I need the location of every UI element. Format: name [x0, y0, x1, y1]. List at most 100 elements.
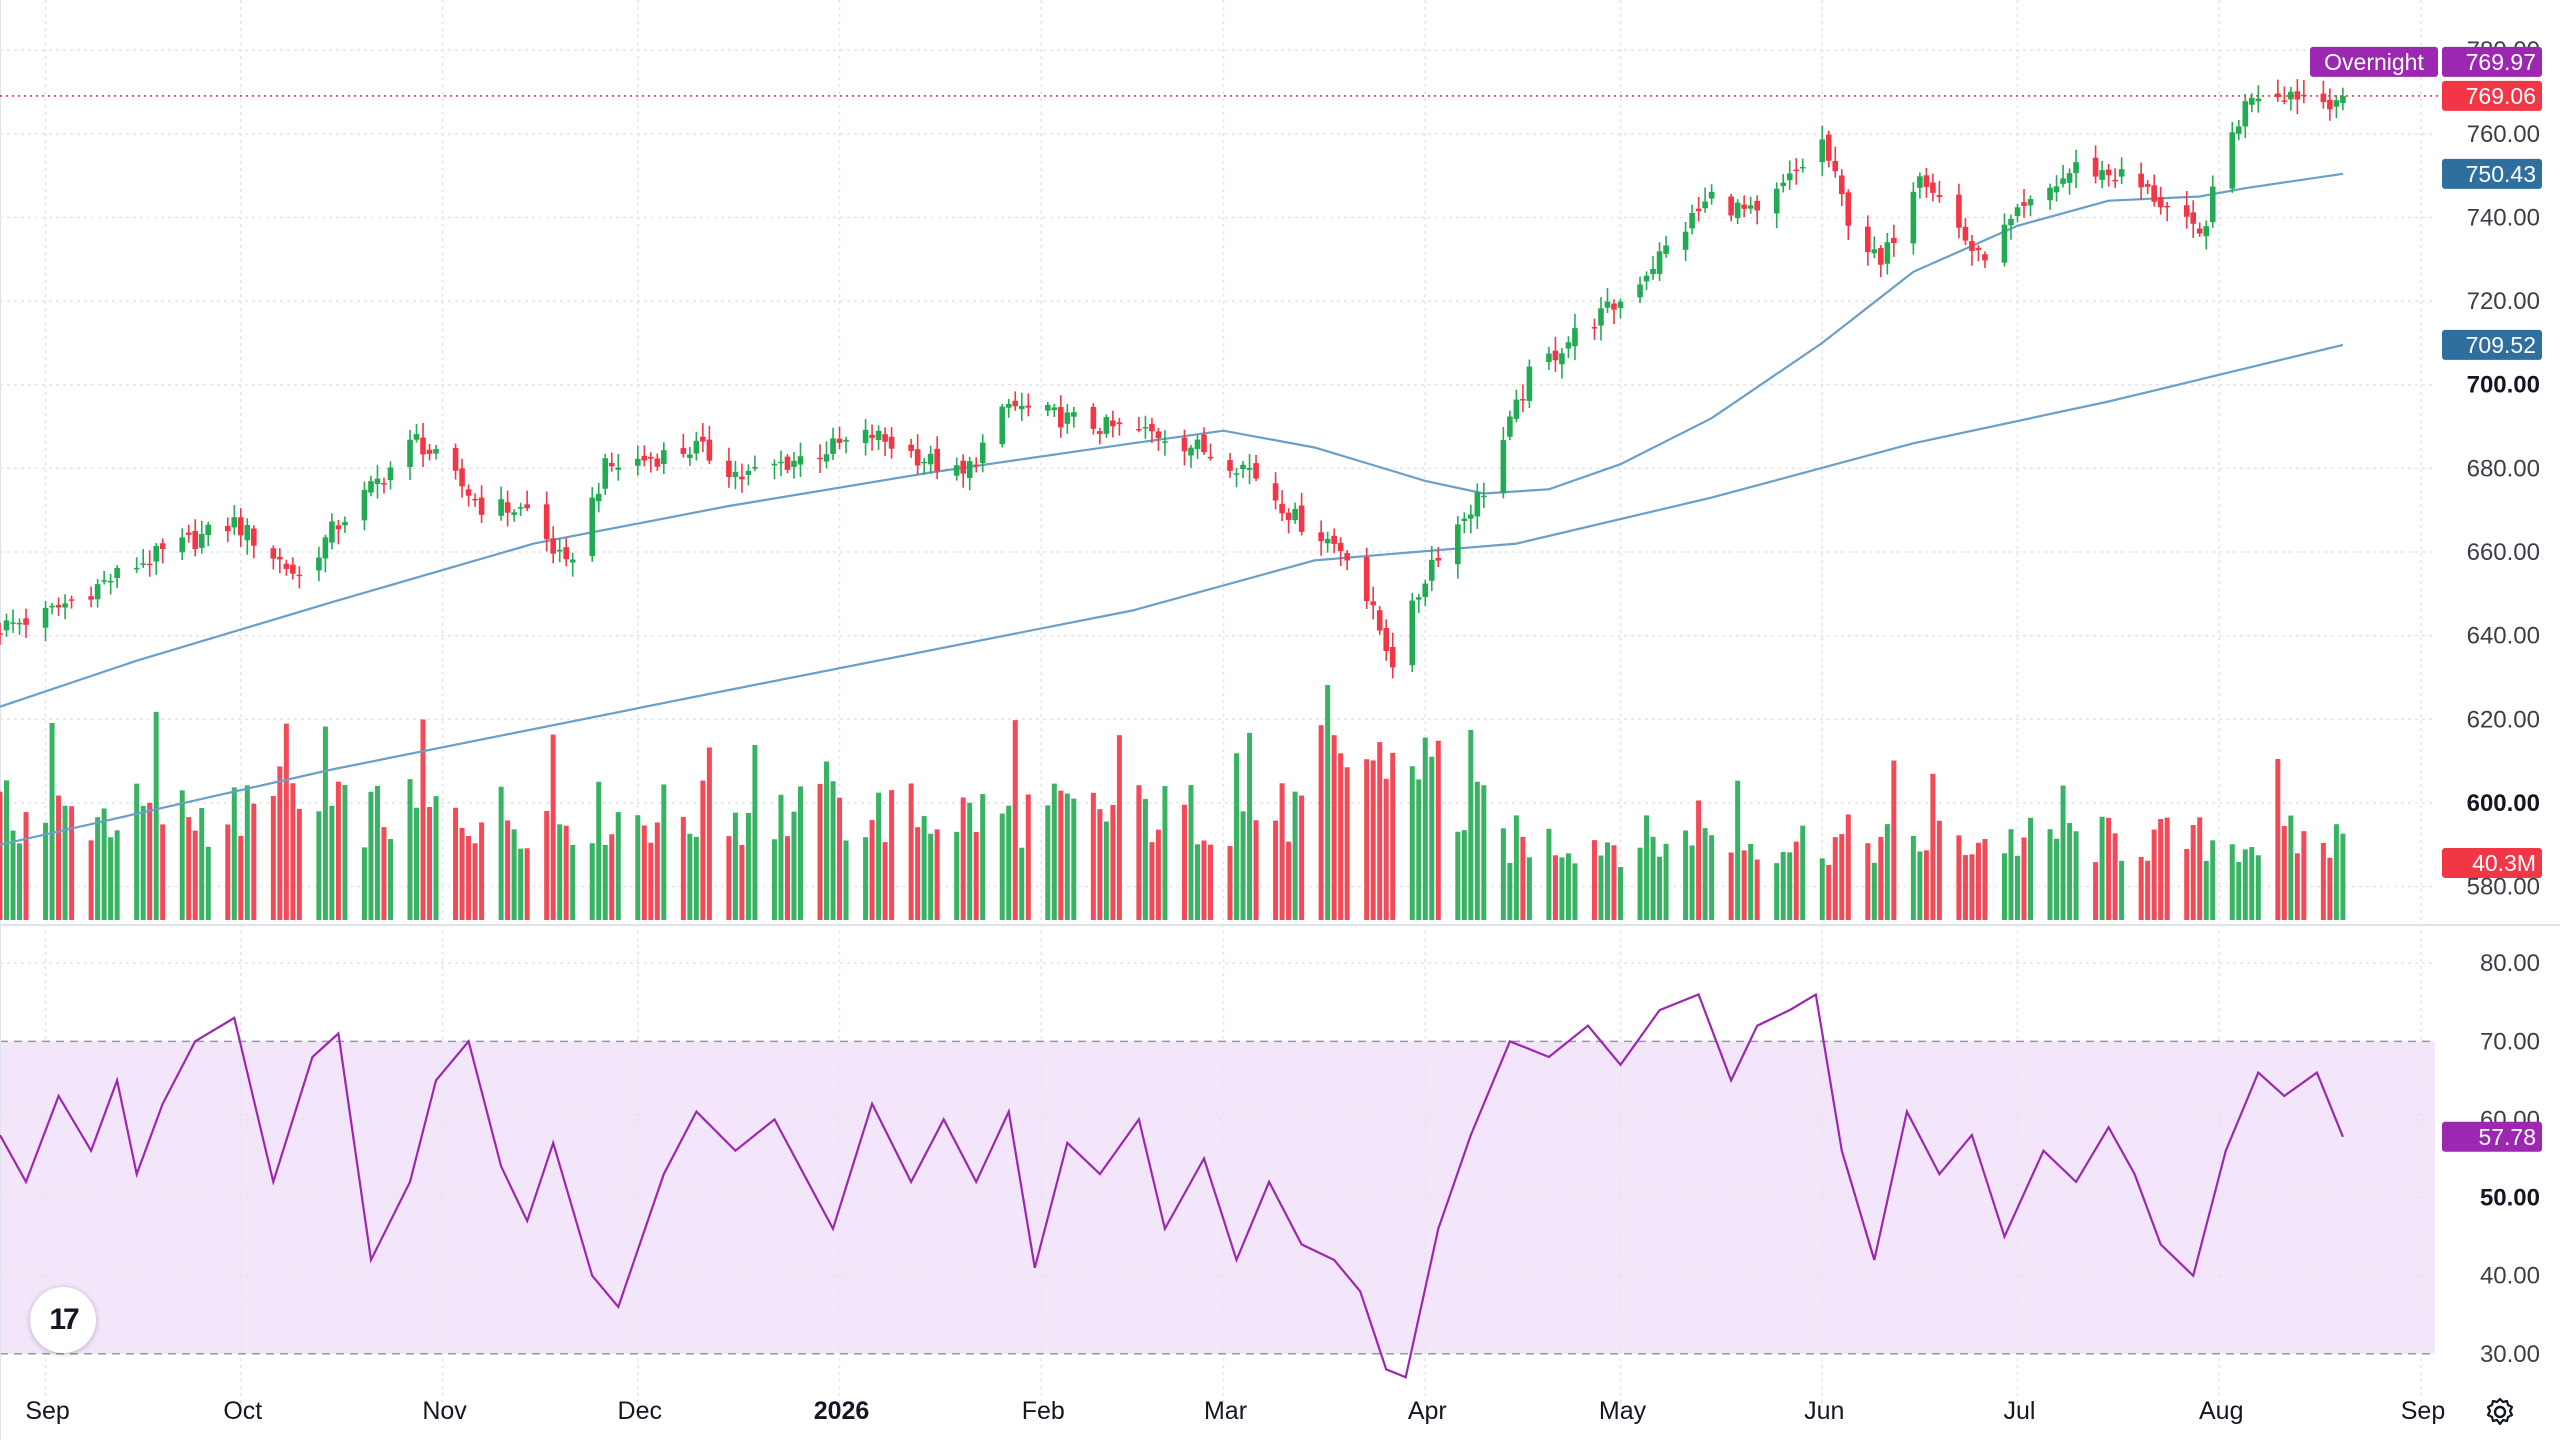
- candle-body: [1871, 249, 1878, 254]
- candle-body: [1975, 247, 1982, 251]
- candle-body: [1878, 247, 1884, 265]
- rsi-tick-label: 70.00: [2480, 1028, 2540, 1055]
- volume-bar: [1409, 766, 1415, 920]
- tradingview-logo-text: 17: [49, 1303, 79, 1336]
- candle-body: [882, 434, 888, 442]
- volume-bar: [2067, 823, 2073, 920]
- volume-bar: [374, 785, 380, 920]
- volume-bar: [609, 834, 615, 920]
- candle-body: [413, 434, 420, 440]
- candle-body: [1162, 441, 1168, 443]
- volume-bar: [960, 797, 966, 920]
- candle-body: [966, 461, 973, 479]
- volume-bar: [1461, 830, 1467, 920]
- candle-body: [1565, 342, 1572, 349]
- candle-body: [62, 603, 68, 608]
- volume-bar: [1188, 785, 1194, 920]
- volume-bar: [518, 848, 524, 920]
- volume-bar: [290, 783, 296, 920]
- tradingview-logo[interactable]: 17: [30, 1287, 96, 1353]
- price-label-box: [2442, 848, 2542, 878]
- volume-bar: [2294, 853, 2300, 920]
- rsi-tick-label: 50.00: [2480, 1185, 2540, 1212]
- candle-body: [2157, 197, 2164, 208]
- volume-bar: [1702, 828, 1708, 920]
- candle-body: [1520, 399, 1526, 401]
- candle-body: [361, 489, 368, 521]
- candle-body: [420, 437, 426, 455]
- candle-body: [563, 547, 570, 560]
- volume-bar: [1663, 843, 1669, 920]
- candle-body: [1546, 353, 1552, 363]
- candle-body: [1982, 254, 1988, 261]
- candle-body: [472, 498, 478, 501]
- volume-bar: [2158, 819, 2164, 920]
- volume-bar: [2028, 817, 2034, 920]
- candle-body: [322, 537, 329, 559]
- volume-bar: [1468, 729, 1474, 920]
- volume-bar: [876, 792, 882, 920]
- candle-body: [498, 499, 504, 516]
- candle-body: [1044, 404, 1051, 411]
- price-tick-label: 680.00: [2467, 455, 2540, 482]
- rsi-latest-label: 57.78: [2442, 1121, 2542, 1152]
- candle-body: [1728, 196, 1734, 216]
- candle-body: [2060, 178, 2066, 184]
- candle-body: [2144, 184, 2151, 187]
- candle-body: [185, 532, 192, 535]
- volume-bar: [1090, 792, 1096, 920]
- candlestick-series: [0, 79, 2346, 679]
- volume-bar: [62, 805, 68, 920]
- volume-bar: [915, 827, 921, 920]
- candle-body: [1142, 427, 1149, 429]
- candle-body: [556, 549, 563, 552]
- volume-bar: [186, 817, 192, 920]
- candle-body: [1064, 412, 1071, 424]
- candle-body: [1383, 628, 1390, 651]
- candle-body: [2092, 157, 2099, 177]
- volume-bar: [2145, 860, 2151, 920]
- candle-body: [224, 525, 231, 532]
- candle-body: [1838, 175, 1845, 195]
- volume-bar: [2060, 785, 2066, 920]
- price-label-tag-box: [2310, 46, 2438, 77]
- candle-body: [1734, 202, 1741, 219]
- volume-bar: [2242, 849, 2248, 920]
- volume-bar: [433, 796, 439, 920]
- settings-button[interactable]: [2478, 1390, 2522, 1434]
- candle-body: [875, 430, 882, 441]
- volume-bar: [2001, 853, 2007, 920]
- volume-bar: [296, 808, 302, 920]
- candle-body: [869, 434, 875, 438]
- candle-body: [231, 517, 238, 528]
- volume-bar: [999, 813, 1005, 920]
- volume-bar: [1136, 785, 1142, 920]
- volume-bar: [1962, 855, 1968, 920]
- volume-series: [0, 685, 2346, 920]
- candle-body: [2008, 218, 2014, 226]
- time-tick-label: Jul: [2004, 1397, 2036, 1425]
- price-tick-label: 740.00: [2467, 204, 2540, 231]
- price-tick-label: 580.00: [2467, 874, 2540, 901]
- volume-bar: [1422, 737, 1428, 920]
- volume-bar: [2255, 855, 2261, 920]
- candle-body: [1930, 182, 1936, 193]
- volume-bar: [1247, 732, 1253, 920]
- volume-bar: [2340, 833, 2346, 920]
- candle-body: [2112, 179, 2118, 182]
- candle-body: [159, 543, 166, 550]
- volume-bar: [2073, 831, 2079, 920]
- volume-bar: [342, 785, 348, 920]
- candle-body: [1298, 505, 1305, 532]
- volume-bar: [238, 835, 244, 920]
- candle-body: [342, 521, 348, 526]
- volume-bar: [1657, 856, 1663, 920]
- volume-bar: [270, 795, 276, 920]
- candle-body: [1793, 169, 1800, 172]
- volume-bar: [101, 808, 107, 920]
- candle-body: [1598, 308, 1604, 326]
- candle-body: [1474, 492, 1481, 517]
- volume-bar: [1787, 852, 1793, 920]
